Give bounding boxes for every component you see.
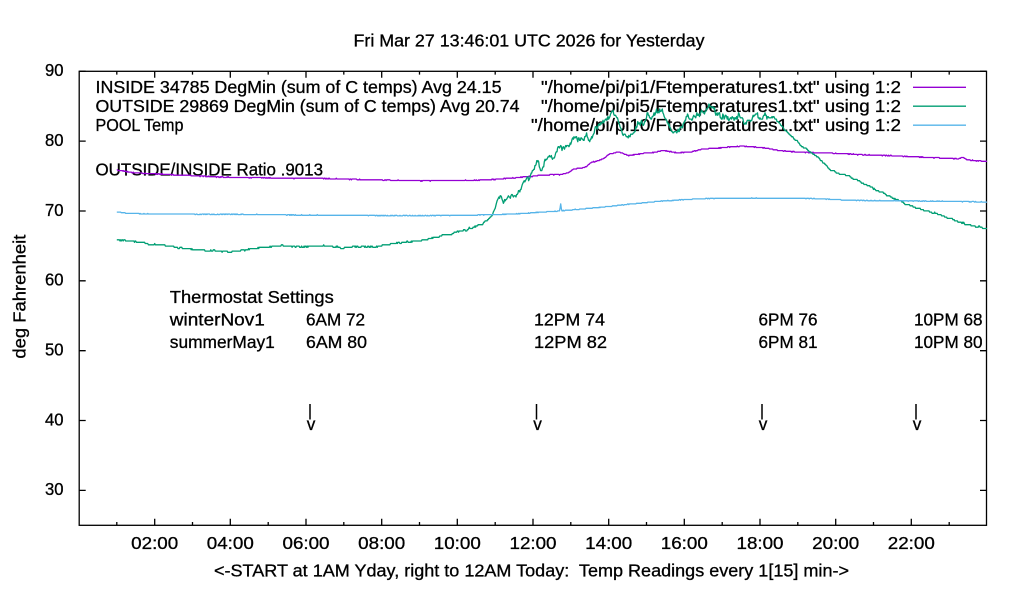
svg-text:"/home/pi/pi5/Ftemperatures1.t: "/home/pi/pi5/Ftemperatures1.txt" using … (541, 96, 901, 116)
svg-text:06:00: 06:00 (283, 533, 330, 553)
svg-text:70: 70 (45, 200, 64, 220)
svg-text:v: v (913, 414, 922, 434)
svg-text:OUTSIDE 29869 DegMin (sum of C: OUTSIDE 29869 DegMin (sum of C temps) Av… (96, 96, 520, 116)
svg-text:POOL Temp: POOL Temp (96, 115, 184, 135)
svg-text:18:00: 18:00 (737, 533, 784, 553)
svg-text:deg Fahrenheit: deg Fahrenheit (10, 234, 30, 358)
svg-text:50: 50 (45, 340, 64, 360)
svg-text:04:00: 04:00 (207, 533, 254, 553)
svg-text:08:00: 08:00 (358, 533, 405, 553)
svg-text:Fri Mar 27 13:46:01 UTC 2026 f: Fri Mar 27 13:46:01 UTC 2026 for Yesterd… (354, 31, 705, 51)
svg-text:6AM 72: 6AM 72 (306, 310, 365, 330)
svg-text:"/home/pi/pi1/Ftemperatures1.t: "/home/pi/pi1/Ftemperatures1.txt" using … (541, 77, 901, 97)
svg-text:"/home/pi/pi10/Ftemperatures1.: "/home/pi/pi10/Ftemperatures1.txt" using… (531, 115, 901, 135)
svg-text:Thermostat Settings: Thermostat Settings (170, 287, 334, 307)
svg-text:v: v (759, 414, 768, 434)
svg-text:<-START at 1AM Yday, right to: <-START at 1AM Yday, right to 12AM Today… (214, 561, 849, 581)
svg-text:30: 30 (45, 479, 64, 499)
svg-text:6AM 80: 6AM 80 (306, 332, 367, 352)
svg-text:80: 80 (45, 130, 64, 150)
svg-text:02:00: 02:00 (131, 533, 178, 553)
svg-text:v: v (307, 414, 316, 434)
svg-text:INSIDE 34785 DegMin (sum of C: INSIDE 34785 DegMin (sum of C temps) Avg… (96, 77, 502, 97)
svg-text:10PM 68: 10PM 68 (914, 310, 983, 330)
svg-text:6PM 76: 6PM 76 (759, 310, 818, 330)
svg-text:20:00: 20:00 (812, 533, 859, 553)
svg-text:v: v (533, 414, 542, 434)
svg-text:10PM 80: 10PM 80 (914, 332, 983, 352)
svg-text:12PM 74: 12PM 74 (534, 310, 605, 330)
svg-text:12PM 82: 12PM 82 (534, 332, 607, 352)
svg-text:10:00: 10:00 (434, 533, 481, 553)
svg-text:summerMay1: summerMay1 (170, 332, 275, 352)
svg-text:90: 90 (45, 60, 64, 80)
svg-text:OUTSIDE/INSIDE Ratio .9013: OUTSIDE/INSIDE Ratio .9013 (96, 160, 324, 180)
svg-text:winterNov1: winterNov1 (169, 310, 265, 330)
svg-text:60: 60 (45, 270, 64, 290)
svg-text:12:00: 12:00 (510, 533, 557, 553)
svg-text:6PM 81: 6PM 81 (759, 332, 818, 352)
svg-text:40: 40 (45, 409, 64, 429)
svg-text:22:00: 22:00 (888, 533, 935, 553)
svg-text:14:00: 14:00 (585, 533, 632, 553)
svg-text:16:00: 16:00 (661, 533, 708, 553)
